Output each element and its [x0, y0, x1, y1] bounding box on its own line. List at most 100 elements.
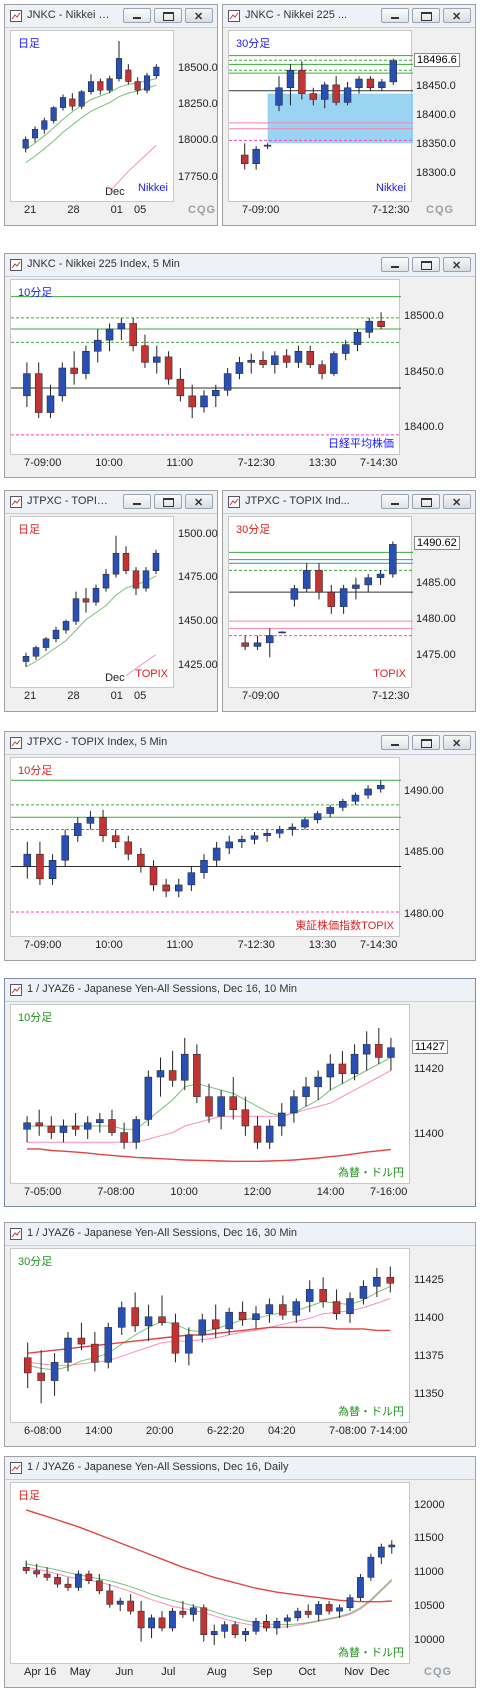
- candle-body: [72, 598, 80, 622]
- x-tick-label: May: [69, 1666, 91, 1678]
- candle-body: [96, 1119, 104, 1124]
- candle-body: [359, 1286, 368, 1299]
- candle-body: [106, 78, 113, 91]
- x-tick-label: 20:00: [146, 1425, 174, 1437]
- y-tick-label: 11500: [414, 1532, 444, 1545]
- candle-body: [43, 1573, 51, 1578]
- chart-window-icon: [10, 737, 22, 749]
- timeframe-label: 日足: [18, 1490, 40, 1502]
- candle-body: [283, 1617, 291, 1622]
- candle-body: [31, 129, 39, 139]
- candle-body: [153, 66, 160, 76]
- candle-body: [210, 1631, 218, 1635]
- candle-body: [61, 835, 69, 861]
- title-bar[interactable]: JNKC - Nikkei 2... ✕: [5, 5, 217, 28]
- minimize-button[interactable]: [381, 735, 409, 750]
- candle-body: [198, 1319, 207, 1336]
- y-tick-label: 11400: [414, 1127, 444, 1140]
- candle-body: [22, 1567, 30, 1571]
- candle-body: [339, 800, 347, 808]
- candle-body: [22, 139, 29, 149]
- maximize-button[interactable]: [412, 735, 440, 750]
- x-tick-label: 7-12:30: [372, 690, 410, 702]
- candle-body: [64, 1337, 72, 1363]
- instrument-label: 東証株価指数TOPIX: [295, 920, 394, 932]
- title-bar[interactable]: 1 / JYAZ6 - Japanese Yen-All Sessions, D…: [5, 1457, 475, 1480]
- candle-body: [326, 807, 334, 814]
- title-bar[interactable]: JNKC - Nikkei 225 Index, 5 Min ✕: [5, 254, 475, 277]
- maximize-button[interactable]: [154, 8, 182, 23]
- close-button[interactable]: ✕: [443, 8, 471, 23]
- plot-area-nk-daily[interactable]: [10, 30, 174, 202]
- x-tick-label: 10:00: [95, 457, 123, 469]
- y-tick-label: 18000.0: [178, 134, 218, 147]
- minimize-button[interactable]: [381, 494, 409, 509]
- candle-body: [350, 1053, 359, 1075]
- plot-area-yen-daily[interactable]: [10, 1482, 410, 1664]
- close-button[interactable]: ✕: [185, 494, 213, 509]
- chart-window-icon: [10, 984, 22, 996]
- close-button[interactable]: ✕: [443, 735, 471, 750]
- title-bar[interactable]: 1 / JYAZ6 - Japanese Yen-All Sessions, D…: [5, 979, 475, 1002]
- minimize-button[interactable]: [123, 494, 151, 509]
- minimize-button[interactable]: [381, 8, 409, 23]
- candle-body: [318, 364, 326, 374]
- x-tick-label: 7-14:30: [360, 457, 398, 469]
- timeframe-label: 10分足: [18, 765, 53, 777]
- candle-body: [36, 853, 44, 880]
- minimize-button[interactable]: [123, 8, 151, 23]
- chart-svg: [229, 55, 413, 170]
- candle-body: [47, 1125, 56, 1133]
- maximize-button[interactable]: [412, 8, 440, 23]
- plot-area-tp-daily[interactable]: [10, 516, 174, 688]
- last-price-label: 18496.6: [414, 52, 460, 67]
- title-bar[interactable]: 1 / JYAZ6 - Japanese Yen-All Sessions, D…: [5, 1223, 475, 1246]
- timeframe-label: 30分足: [236, 38, 271, 50]
- timeframe-label: 日足: [18, 38, 40, 50]
- title-bar[interactable]: JTPXC - TOPIX Ind... ✕: [223, 491, 475, 514]
- instrument-label: 為替・ドル円: [338, 1647, 404, 1659]
- candle-body: [134, 81, 141, 91]
- plot-area-tp-5min[interactable]: [10, 757, 401, 937]
- moving-average-line: [27, 1285, 391, 1371]
- candle-body: [117, 323, 126, 330]
- candle-body: [302, 1086, 310, 1097]
- candle-body: [302, 570, 311, 589]
- maximize-button[interactable]: [412, 257, 440, 272]
- candle-body: [288, 826, 297, 830]
- candle-body: [238, 1311, 247, 1321]
- candle-body: [242, 1631, 249, 1635]
- close-button[interactable]: ✕: [443, 257, 471, 272]
- x-tick-label: 13:30: [308, 457, 337, 469]
- plot-area-nk-5min[interactable]: [10, 279, 401, 455]
- candle-body: [265, 1125, 274, 1143]
- maximize-button[interactable]: [154, 494, 182, 509]
- x-tick-label: 28: [67, 690, 80, 702]
- plot-area-yen-30min[interactable]: [10, 1248, 410, 1423]
- y-tick-label: 1450.00: [178, 615, 218, 628]
- title-bar[interactable]: JNKC - Nikkei 225 ... ✕: [223, 5, 475, 28]
- candle-body: [351, 794, 360, 802]
- plot-area-nk-30min[interactable]: [228, 30, 413, 202]
- candle-body: [252, 1313, 260, 1321]
- candle-body: [132, 1119, 140, 1143]
- candle-body: [298, 69, 306, 94]
- title-bar[interactable]: JTPXC - TOPIX Index, 5 Min ✕: [5, 732, 475, 755]
- x-tick-label: Aug: [207, 1666, 227, 1678]
- candle-body: [153, 356, 161, 363]
- minimize-button[interactable]: [381, 257, 409, 272]
- candle-body: [59, 97, 67, 108]
- candle-body: [71, 1125, 80, 1130]
- plot-area-tp-30min[interactable]: [228, 516, 413, 688]
- close-button[interactable]: ✕: [443, 494, 471, 509]
- maximize-button[interactable]: [412, 494, 440, 509]
- title-bar[interactable]: JTPXC - TOPIX In... ✕: [5, 491, 217, 514]
- x-tick-label: Dec: [370, 1666, 390, 1678]
- candle-body: [137, 853, 145, 867]
- x-tick-label: 7-12:30: [372, 204, 410, 216]
- plot-area-yen-10min[interactable]: [10, 1004, 410, 1184]
- candle-body: [200, 395, 208, 408]
- candle-body: [330, 353, 338, 374]
- moving-average-line: [25, 1509, 392, 1603]
- close-button[interactable]: ✕: [185, 8, 213, 23]
